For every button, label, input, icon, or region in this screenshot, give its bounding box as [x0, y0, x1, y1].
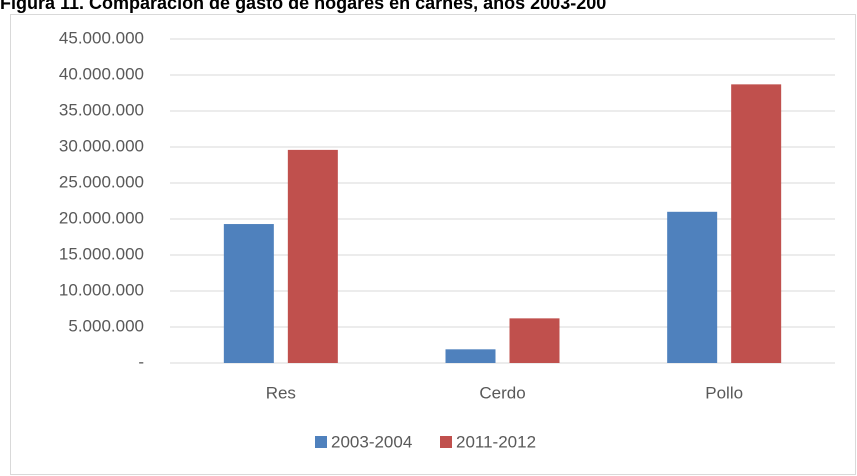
y-tick-label: 15.000.000	[59, 244, 144, 263]
legend-swatch	[315, 436, 327, 448]
y-tick-label: 20.000.000	[59, 208, 144, 227]
y-tick-label: 10.000.000	[59, 280, 144, 299]
legend-label: 2011-2012	[456, 432, 536, 451]
bar	[509, 318, 560, 363]
y-tick-label: -	[138, 352, 144, 371]
y-tick-label: 25.000.000	[59, 172, 144, 191]
y-tick-label: 35.000.000	[59, 100, 144, 119]
y-tick-label: 5.000.000	[68, 316, 144, 335]
bar	[731, 84, 782, 364]
legend-label: 2003-2004	[331, 432, 412, 451]
legend-swatch	[440, 436, 452, 448]
chart-title: Figura 11. Comparación de gasto de hogar…	[0, 0, 606, 13]
x-tick-label: Res	[266, 383, 296, 402]
y-tick-label: 40.000.000	[59, 64, 144, 83]
bar	[445, 349, 496, 363]
x-tick-label: Cerdo	[479, 383, 525, 402]
y-tick-label: 30.000.000	[59, 136, 144, 155]
bar	[667, 211, 718, 363]
y-tick-label: 45.000.000	[59, 28, 144, 47]
bar	[223, 224, 274, 363]
x-tick-label: Pollo	[705, 383, 743, 402]
bar	[287, 149, 338, 363]
